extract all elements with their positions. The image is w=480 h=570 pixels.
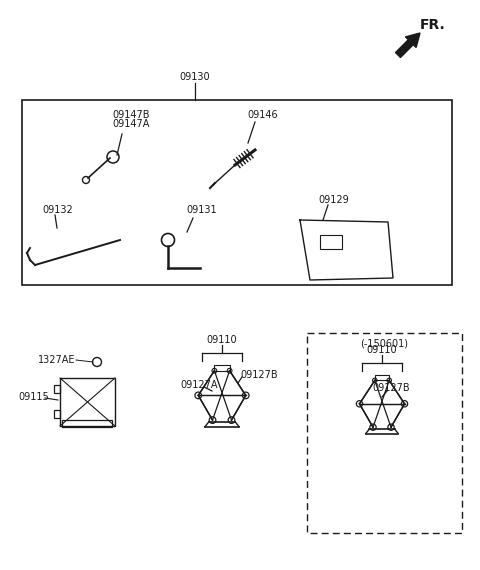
Bar	[307, 333, 462, 533]
Text: 09131: 09131	[186, 205, 216, 215]
Text: 09110: 09110	[367, 345, 397, 355]
Text: (-150601): (-150601)	[360, 339, 408, 349]
Text: FR.: FR.	[420, 18, 446, 32]
Bar	[62, 420, 112, 427]
Text: 09127A: 09127A	[180, 380, 217, 390]
Bar	[320, 235, 342, 249]
Text: 1327AE: 1327AE	[38, 355, 75, 365]
Text: 09130: 09130	[180, 72, 210, 82]
Bar	[54, 385, 60, 393]
Text: 09147A: 09147A	[112, 119, 149, 129]
Bar	[215, 365, 229, 370]
Bar	[22, 100, 452, 285]
Text: 09129: 09129	[318, 195, 349, 205]
Bar	[375, 375, 389, 380]
FancyArrow shape	[396, 33, 420, 58]
Bar	[60, 378, 115, 426]
Text: 09115: 09115	[18, 392, 49, 402]
Text: 09127B: 09127B	[372, 383, 409, 393]
Text: 09132: 09132	[42, 205, 73, 215]
Text: 09110: 09110	[207, 335, 237, 345]
Text: 09147B: 09147B	[112, 110, 149, 120]
Text: 09146: 09146	[247, 110, 277, 120]
Text: 09127B: 09127B	[240, 370, 277, 380]
Bar	[54, 410, 60, 418]
